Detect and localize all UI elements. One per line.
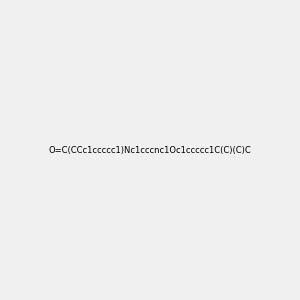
Text: O=C(CCc1ccccc1)Nc1cccnc1Oc1ccccc1C(C)(C)C: O=C(CCc1ccccc1)Nc1cccnc1Oc1ccccc1C(C)(C)…: [49, 146, 251, 154]
